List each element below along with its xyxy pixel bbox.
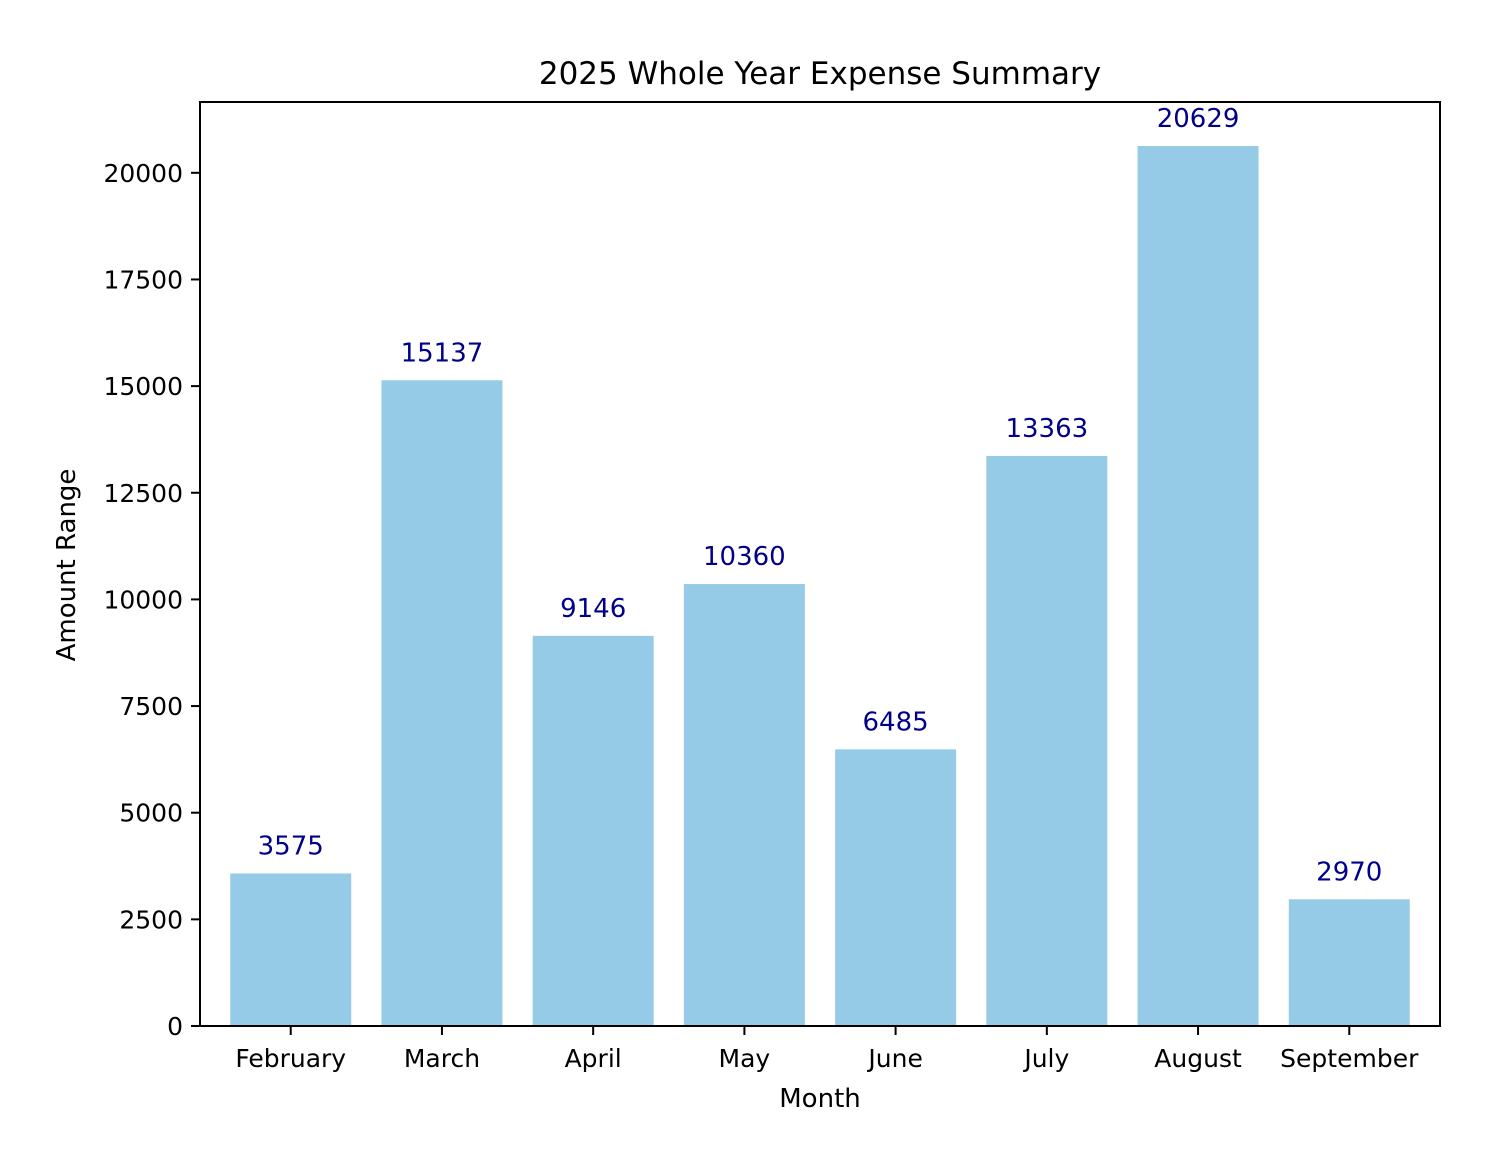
bars (230, 145, 1410, 1027)
y-tick-label: 10000 (103, 585, 183, 614)
x-axis-label: Month (779, 1084, 861, 1114)
y-axis-ticks: 0 2500 5000 7500 10000 12500 15000 17500 20000 (103, 159, 200, 1041)
data-label-march: 15137 (401, 338, 484, 368)
bar-april (532, 635, 654, 1026)
bar-may (683, 584, 805, 1026)
bar-july (986, 455, 1108, 1026)
bar-february (230, 873, 352, 1026)
x-tick-label-april: April (565, 1044, 622, 1073)
data-label-may: 10360 (703, 542, 786, 572)
bar-september (1288, 899, 1410, 1026)
y-tick-label: 2500 (119, 905, 183, 934)
data-label-february: 3575 (258, 831, 324, 861)
data-label-august: 20629 (1157, 104, 1240, 134)
data-label-june: 6485 (863, 707, 929, 737)
y-tick-label: 5000 (119, 799, 183, 828)
x-tick-label-may: May (719, 1044, 771, 1073)
data-label-april: 9146 (560, 594, 626, 624)
data-label-september: 2970 (1316, 857, 1382, 887)
x-tick-label-june: June (866, 1044, 922, 1073)
y-tick-label: 15000 (103, 372, 183, 401)
plot-area-frame (199, 101, 1441, 1027)
x-tick-label-july: July (1022, 1044, 1069, 1073)
y-tick-label: 7500 (119, 692, 183, 721)
x-tick-label-august: August (1154, 1044, 1242, 1073)
x-tick-label-march: March (404, 1044, 480, 1073)
y-tick-label: 12500 (103, 479, 183, 508)
bar-august (1137, 145, 1259, 1027)
x-tick-label-february: February (235, 1044, 346, 1073)
y-axis-label: Amount Range (52, 469, 82, 662)
chart-title: 2025 Whole Year Expense Summary (539, 56, 1101, 92)
y-tick-label: 17500 (103, 265, 183, 294)
bar-june (835, 749, 957, 1026)
bar-march (381, 380, 503, 1026)
x-axis-ticks: February March April May June July August Septe… (235, 1026, 1419, 1073)
data-label-july: 13363 (1005, 414, 1088, 444)
x-tick-label-september: September (1280, 1044, 1419, 1073)
y-tick-label: 0 (167, 1012, 183, 1041)
data-labels: 3575 15137 9146 10360 6485 13363 20629 2970 (258, 104, 1383, 887)
y-tick-label: 20000 (103, 159, 183, 188)
